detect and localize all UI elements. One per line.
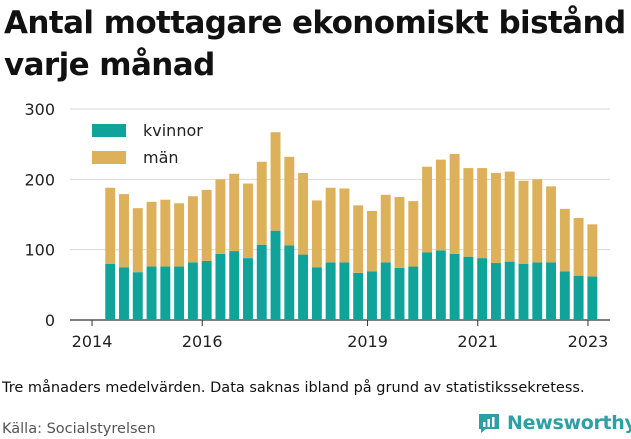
bar-man — [559, 208, 570, 272]
brand-logo: Newsworthy — [477, 411, 631, 435]
bar-kvinnor — [119, 267, 129, 320]
x-axis: 2014 2016 2019 2021 2023 — [72, 320, 609, 351]
bar-man — [174, 203, 185, 267]
bar-man — [408, 201, 419, 267]
bar-man — [504, 171, 515, 262]
bar-man — [477, 168, 488, 259]
bar-kvinnor — [325, 262, 336, 320]
bar-man — [311, 200, 322, 268]
chart-title: Antal mottagare ekonomiskt bistånd varje… — [4, 5, 626, 83]
bar-kvinnor — [187, 262, 198, 320]
bar-kvinnor — [353, 272, 364, 320]
y-tick-label: 300 — [24, 100, 55, 119]
x-tick-label: 2014 — [72, 332, 113, 351]
y-tick-label: 100 — [24, 241, 55, 260]
bar-kvinnor — [160, 266, 171, 320]
legend-label: kvinnor — [143, 121, 203, 140]
bar-kvinnor — [243, 258, 253, 320]
bar-man — [298, 173, 309, 255]
bars — [105, 132, 598, 320]
x-tick-label: 2019 — [347, 332, 388, 351]
bar-kvinnor — [449, 253, 460, 320]
bar-man — [325, 187, 336, 263]
bar-kvinnor — [201, 260, 212, 320]
x-tick-label: 2021 — [457, 332, 498, 351]
bar-man — [353, 205, 364, 273]
legend-label: män — [143, 148, 179, 167]
bar-man — [435, 159, 446, 251]
newsworthy-logo-icon — [479, 414, 499, 433]
chart-note: Tre månaders medelvärden. Data saknas ib… — [2, 380, 585, 396]
bar-man — [119, 194, 129, 268]
bar-man — [160, 199, 171, 267]
bar-man — [105, 187, 116, 264]
bar-man — [532, 179, 543, 263]
bar-man — [490, 173, 501, 264]
bar-kvinnor — [311, 267, 322, 320]
legend-swatch — [92, 124, 126, 137]
bar-kvinnor — [573, 275, 584, 320]
y-tick-label: 0 — [45, 311, 55, 330]
bar-man — [449, 154, 460, 254]
bar-man — [187, 196, 198, 263]
bar-man — [339, 188, 350, 263]
bar-man — [284, 156, 295, 246]
bar-kvinnor — [504, 261, 515, 320]
x-tick-label: 2016 — [182, 332, 223, 351]
bar-kvinnor — [463, 256, 474, 320]
bar-kvinnor — [146, 266, 157, 320]
y-tick-label: 200 — [24, 170, 55, 189]
bar-kvinnor — [339, 262, 350, 320]
bar-kvinnor — [256, 244, 267, 320]
bar-kvinnor — [435, 250, 446, 320]
bar-kvinnor — [477, 258, 488, 320]
stacked-bar-chart: 0 100 200 300 2014 2016 2019 2021 2023 kvinnor m… — [24, 100, 610, 351]
bar-man — [132, 208, 143, 273]
x-tick-label: 2023 — [568, 332, 609, 351]
bar-man — [146, 201, 157, 267]
brand-name: Newsworthy — [507, 412, 631, 434]
bar-man — [201, 189, 212, 261]
bar-man — [463, 168, 474, 257]
bar-man — [367, 210, 377, 272]
bar-kvinnor — [270, 230, 281, 320]
bar-kvinnor — [229, 251, 240, 320]
bar-man — [518, 180, 529, 264]
bar-man — [256, 161, 267, 245]
bar-kvinnor — [559, 271, 570, 320]
bar-kvinnor — [587, 276, 598, 320]
bar-man — [546, 186, 556, 263]
bar-kvinnor — [532, 262, 543, 320]
bar-kvinnor — [380, 262, 391, 320]
bar-man — [394, 196, 405, 268]
bar-man — [243, 183, 253, 259]
legend-swatch — [92, 151, 126, 164]
bar-kvinnor — [174, 266, 185, 320]
bar-kvinnor — [546, 262, 556, 320]
y-axis-ticks: 0 100 200 300 — [24, 100, 55, 330]
chart-source: Källa: Socialstyrelsen — [2, 421, 156, 437]
bar-kvinnor — [422, 252, 433, 320]
bar-man — [270, 132, 281, 231]
bar-man — [587, 224, 598, 277]
bar-kvinnor — [215, 253, 226, 320]
bar-kvinnor — [105, 263, 116, 320]
bar-man — [215, 179, 226, 254]
bar-kvinnor — [367, 271, 377, 320]
bar-kvinnor — [298, 254, 309, 320]
bar-kvinnor — [490, 263, 501, 320]
bar-kvinnor — [284, 245, 295, 320]
legend: kvinnor män — [92, 121, 203, 167]
bar-kvinnor — [408, 266, 419, 320]
bar-kvinnor — [518, 263, 529, 320]
bar-kvinnor — [132, 272, 143, 320]
bar-man — [422, 166, 433, 253]
bar-man — [229, 173, 240, 252]
bar-man — [380, 194, 391, 263]
bar-kvinnor — [394, 267, 405, 320]
bar-man — [573, 218, 584, 276]
